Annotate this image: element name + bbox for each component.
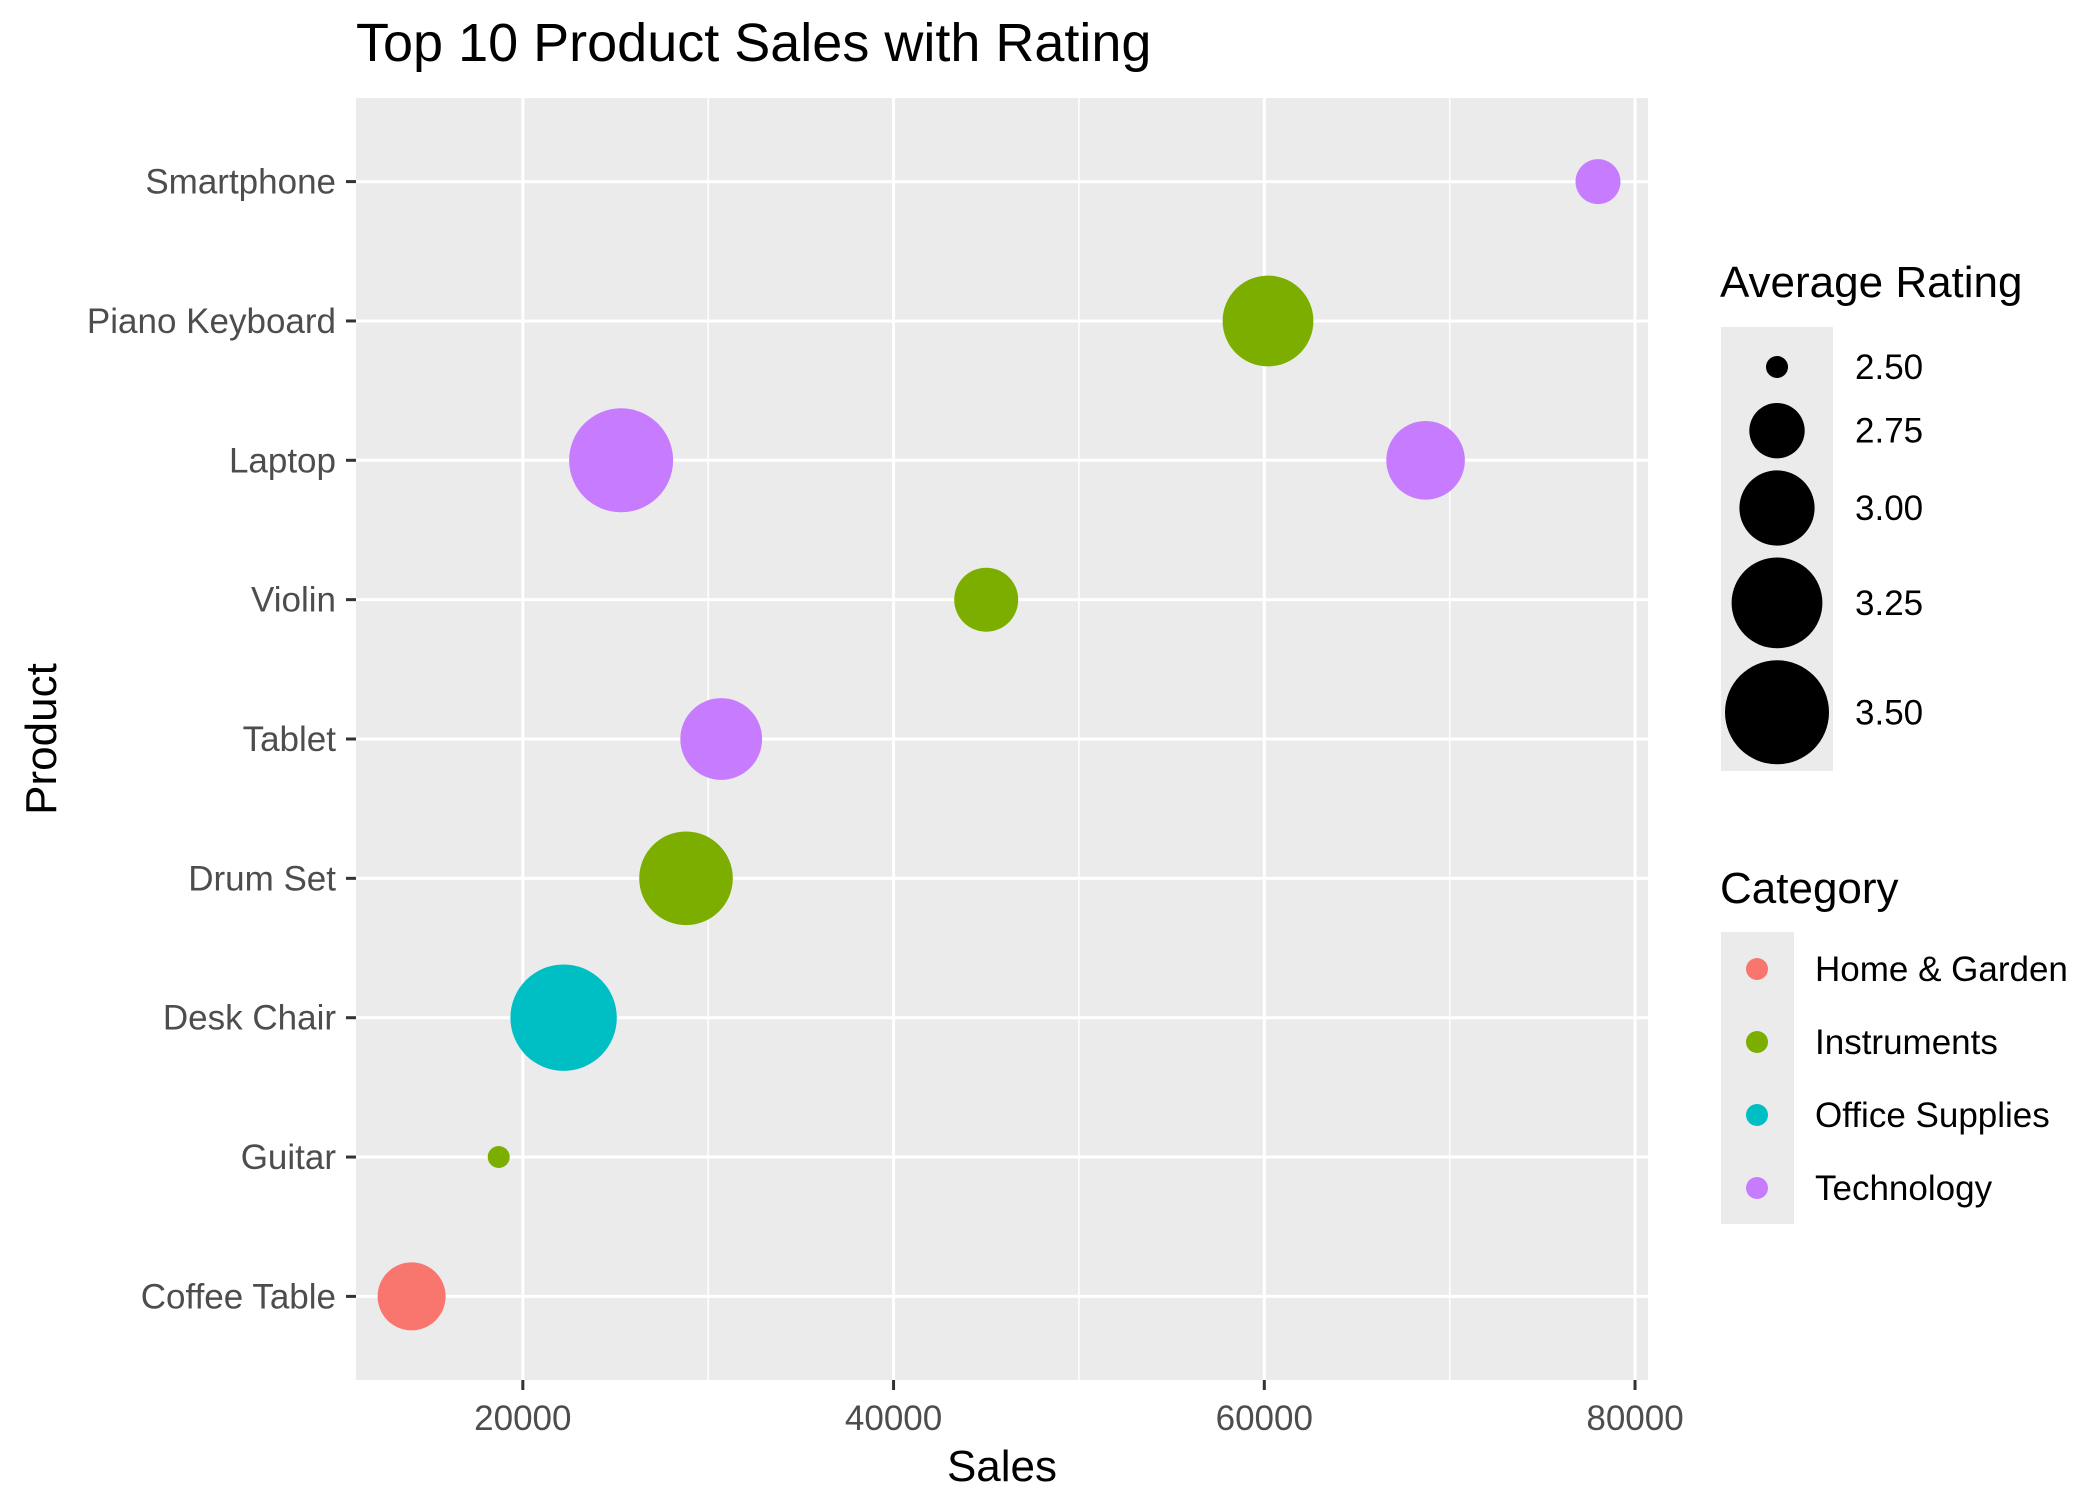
size-legend-label: 2.50 — [1855, 348, 1923, 387]
color-legend-key — [1746, 958, 1768, 980]
y-axis: Coffee Table Guitar Desk Chair Drum Set Tabl… — [87, 163, 356, 1316]
data-point — [510, 964, 617, 1071]
y-tick-label: Laptop — [229, 441, 336, 480]
x-axis: 20000 40000 60000 80000 — [474, 1380, 1684, 1438]
size-legend-label: 3.25 — [1855, 584, 1923, 623]
size-legend-title: Average Rating — [1720, 258, 2023, 307]
size-legend-label: 3.50 — [1855, 693, 1923, 732]
y-axis-title: Product — [17, 663, 66, 815]
color-legend-label: Instruments — [1815, 1023, 1998, 1062]
data-point — [377, 1262, 446, 1331]
size-legend-key — [1731, 557, 1823, 649]
color-legend-key-background — [1721, 932, 1794, 1224]
data-point — [639, 831, 733, 926]
data-point — [1222, 275, 1314, 367]
y-tick-label: Guitar — [241, 1138, 337, 1177]
color-legend-key — [1746, 1177, 1768, 1199]
size-legend: Average Rating 2.50 2.75 3.00 3.25 3.50 — [1720, 258, 2023, 771]
grid-major — [356, 98, 1648, 1380]
size-legend-label: 3.00 — [1855, 489, 1923, 528]
size-legend-label: 2.75 — [1855, 412, 1923, 451]
color-legend: Category Home & Garden Instruments Office … — [1720, 864, 2068, 1224]
color-legend-items: Home & Garden Instruments Office Supplies T… — [1746, 950, 2068, 1208]
chart-title: Top 10 Product Sales with Rating — [356, 13, 1151, 73]
size-legend-key — [1739, 470, 1815, 546]
x-tick-label: 60000 — [1216, 1399, 1313, 1438]
size-legend-key — [1725, 660, 1829, 765]
data-point — [569, 408, 674, 513]
data-point — [680, 698, 763, 780]
data-points — [377, 159, 1621, 1331]
color-legend-label: Technology — [1815, 1169, 1993, 1208]
color-legend-title: Category — [1720, 864, 1899, 913]
y-tick-label: Smartphone — [145, 163, 336, 202]
y-tick-label: Desk Chair — [163, 999, 336, 1038]
color-legend-key — [1746, 1104, 1768, 1126]
color-legend-key — [1746, 1031, 1768, 1053]
color-legend-label: Home & Garden — [1815, 950, 2068, 989]
data-point — [954, 567, 1019, 632]
x-tick-label: 80000 — [1586, 1399, 1683, 1438]
x-tick-label: 20000 — [474, 1399, 571, 1438]
y-tick-label: Coffee Table — [141, 1277, 336, 1316]
size-legend-items: 2.50 2.75 3.00 3.25 3.50 — [1725, 348, 1923, 765]
data-point — [1386, 421, 1465, 500]
x-axis-title: Sales — [947, 1442, 1057, 1491]
data-point — [487, 1146, 510, 1168]
data-point — [1575, 159, 1621, 205]
x-tick-label: 40000 — [845, 1399, 942, 1438]
y-tick-label: Violin — [251, 581, 336, 620]
y-tick-label: Tablet — [243, 720, 337, 759]
color-legend-label: Office Supplies — [1815, 1096, 2050, 1135]
size-legend-key — [1766, 356, 1788, 378]
y-tick-label: Drum Set — [188, 859, 336, 898]
size-legend-key — [1749, 403, 1805, 459]
y-tick-label: Piano Keyboard — [87, 302, 336, 341]
